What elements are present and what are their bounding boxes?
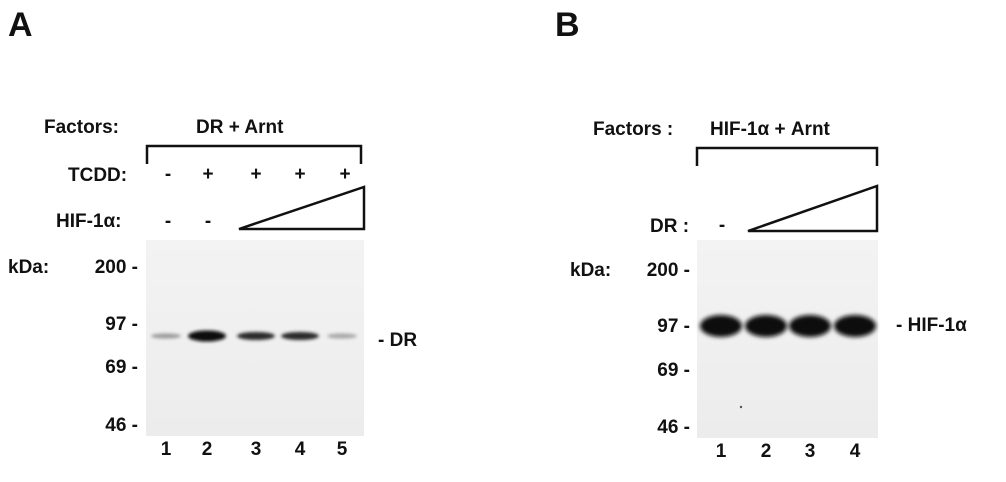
panel-a-bracket [145, 144, 363, 164]
panel-b-factors-value: HIF-1α + Arnt [710, 119, 830, 140]
panel-a-lane-1: 1 [160, 439, 172, 460]
panel-a-band-label: - DR [378, 330, 418, 351]
panel-b-band-lane-3 [789, 315, 831, 337]
panel-b-band-label: - HIF-1α [896, 315, 967, 336]
panel-b-marker-97: 97 - [657, 316, 690, 337]
panel-a-factors-value: DR + Arnt [196, 117, 284, 138]
panel-a-band-lane-1 [151, 333, 181, 339]
panel-b-kda-label: kDa: [570, 260, 612, 281]
panel-b-dr-label: DR : [650, 216, 690, 237]
panel-b-gel-speck [739, 405, 743, 409]
panel-b-lane-3: 3 [804, 441, 816, 462]
panel-a-band-lane-4 [281, 332, 319, 340]
panel-a-marker-69: 69 - [105, 357, 138, 378]
panel-a-marker-200: 200 - [94, 257, 138, 278]
panel-a-hif-mark-2: - [204, 211, 212, 232]
panel-a-lane-5: 5 [336, 439, 348, 460]
panel-b-lane-1: 1 [715, 441, 727, 462]
panel-a-hif-mark-1: - [164, 211, 172, 232]
panel-b-band-lane-4 [834, 315, 876, 337]
panel-a-marker-97: 97 - [105, 314, 138, 335]
panel-a-hif-label: HIF-1α: [56, 211, 122, 232]
panel-a-lane-3: 3 [250, 439, 262, 460]
panel-b-gel [697, 240, 878, 438]
panel-a-tcdd-label: TCDD: [68, 165, 128, 186]
panel-a-letter: A [8, 6, 33, 44]
panel-b-lane-4: 4 [849, 441, 861, 462]
panel-b-band-lane-1 [700, 315, 742, 337]
panel-b-marker-200: 200 - [646, 260, 690, 281]
panel-a-factors-label: Factors: [44, 117, 119, 138]
panel-a-tcdd-mark-1: - [164, 164, 172, 185]
panel-a-hif-wedge [238, 185, 366, 231]
panel-a-band-lane-3 [237, 332, 275, 340]
panel-a-lane-2: 2 [201, 439, 213, 460]
panel-b-letter: B [555, 6, 580, 44]
panel-b-lane-2: 2 [760, 441, 772, 462]
panel-a-tcdd-mark-5: + [339, 164, 351, 185]
panel-a-tcdd-mark-4: + [294, 164, 306, 185]
panel-a-band-lane-5 [327, 333, 357, 339]
panel-a-bands [151, 330, 357, 342]
panel-b-dr-wedge [747, 184, 879, 233]
panel-a-tcdd-mark-3: + [250, 164, 262, 185]
panel-a-lane-4: 4 [294, 439, 306, 460]
panel-a-kda-label: kDa: [8, 257, 50, 278]
panel-a-band-lane-2 [188, 330, 226, 342]
panel-b-band-lane-2 [745, 315, 787, 337]
panel-b-bands [700, 315, 876, 337]
panel-b-dr-mark-1: - [718, 215, 726, 236]
panel-b-bracket [695, 146, 879, 166]
panel-a-marker-46: 46 - [105, 415, 138, 436]
panel-b-marker-46: 46 - [657, 417, 690, 438]
panel-a-tcdd-mark-2: + [202, 164, 214, 185]
panel-b-marker-69: 69 - [657, 360, 690, 381]
panel-b-factors-label: Factors : [593, 119, 674, 140]
